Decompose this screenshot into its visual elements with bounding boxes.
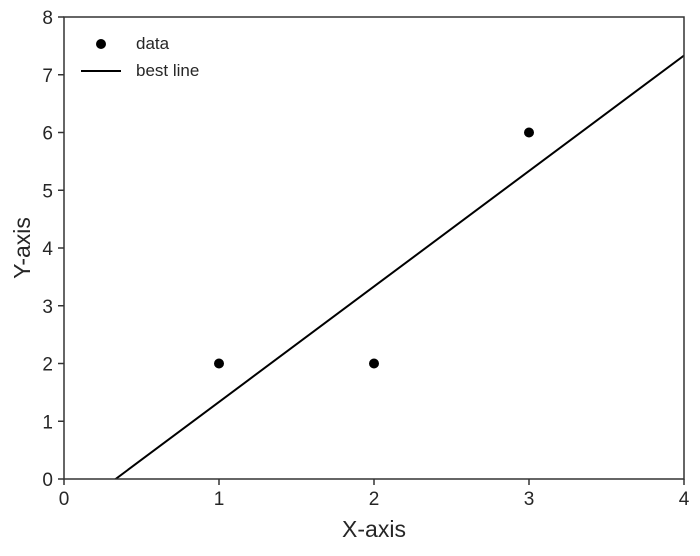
data-point (214, 358, 224, 369)
y-axis-label: Y-axis (9, 217, 35, 279)
y-tick-label: 1 (42, 412, 53, 433)
x-tick-label: 2 (369, 489, 380, 510)
x-tick-label: 0 (59, 489, 70, 510)
y-tick-label: 5 (42, 181, 53, 202)
axes-frame (63, 16, 685, 480)
y-tick-label: 0 (42, 470, 53, 491)
best-fit-line (113, 54, 684, 479)
y-tick-label: 4 (42, 239, 53, 260)
x-tick-label: 3 (524, 489, 535, 510)
y-tick-label: 6 (42, 124, 53, 145)
y-tick-label: 7 (42, 66, 53, 87)
legend-marker-data (96, 39, 106, 49)
plot-area (113, 54, 684, 479)
y-tick-label: 2 (42, 355, 53, 376)
y-tick-label: 3 (42, 297, 53, 318)
x-axis-label: X-axis (342, 516, 406, 542)
x-tick-label: 1 (214, 489, 225, 510)
data-point (524, 127, 534, 138)
y-tick-label: 8 (42, 8, 53, 29)
legend: data best line (81, 34, 199, 80)
data-point (369, 358, 379, 369)
legend-label-best-line: best line (136, 61, 199, 80)
x-tick-label: 4 (679, 489, 690, 510)
legend-label-data: data (136, 34, 170, 53)
